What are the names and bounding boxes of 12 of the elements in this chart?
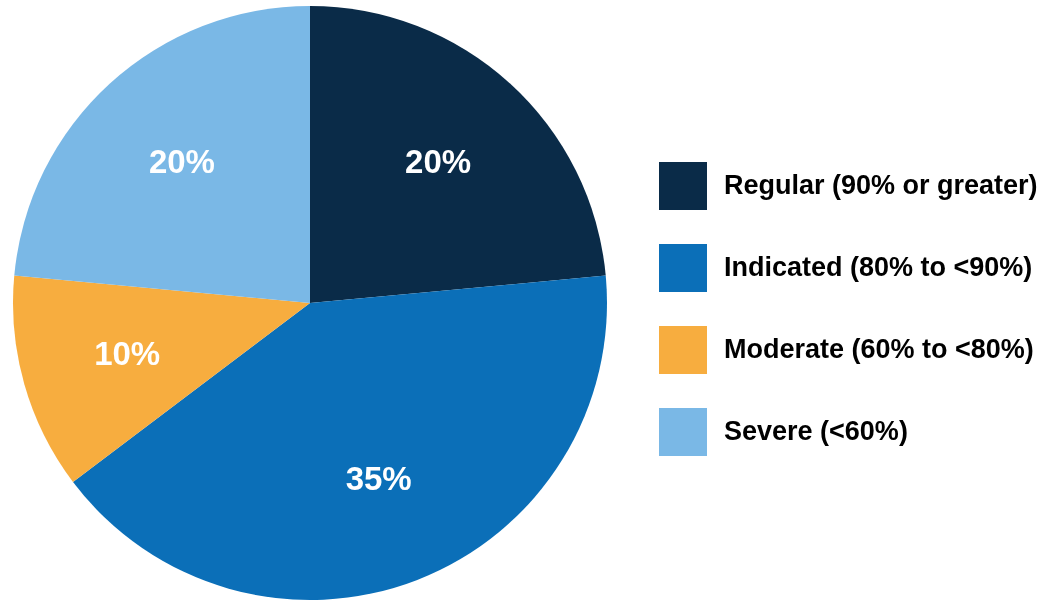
pie-slice: [13, 275, 310, 482]
data-label: 10%: [94, 335, 161, 373]
data-label: 20%: [148, 142, 215, 180]
pie-slice: [310, 6, 606, 303]
data-label: 20%: [405, 142, 472, 180]
data-label: 35%: [345, 460, 412, 498]
legend-label: Moderate (60% to <80%): [724, 334, 1034, 364]
legend-label: Regular (90% or greater): [724, 170, 1038, 200]
pie-slice: [14, 6, 310, 303]
legend-label: Severe (<60%): [724, 416, 908, 446]
legend-label: Indicated (80% to <90%): [724, 252, 1033, 282]
pie-slice: [72, 275, 607, 600]
